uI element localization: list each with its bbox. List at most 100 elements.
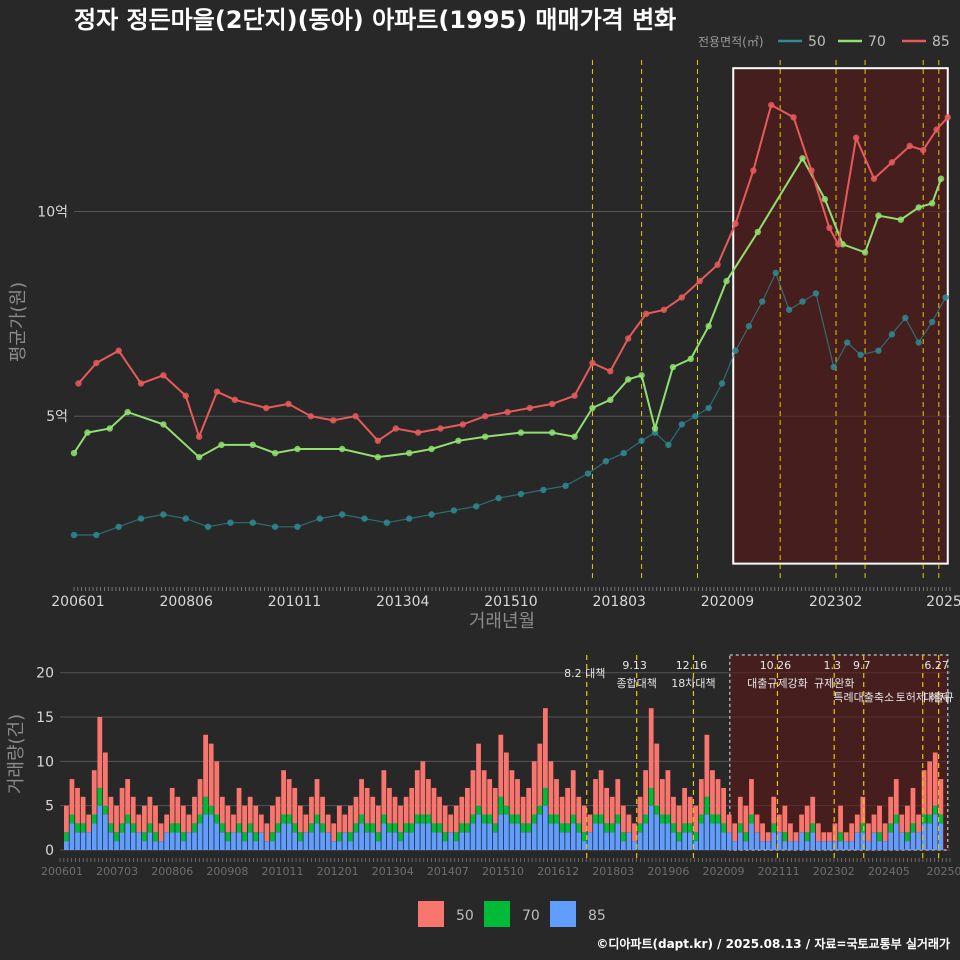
volume-bar-85 [97,805,103,850]
volume-bar-85 [609,832,615,850]
volume-bar-85 [141,841,147,850]
volume-bar-70 [398,832,403,842]
volume-bar-70 [203,796,209,815]
volume-bar-85 [270,841,275,850]
data-point-70 [249,441,256,449]
volume-bar-85 [331,841,337,850]
data-point-50 [772,269,779,277]
volume-bar-50 [665,770,671,815]
data-point-70 [875,212,882,219]
volume-bar-50 [659,779,665,815]
volume-bar-70 [420,814,426,824]
volume-bar-85 [910,832,916,850]
volume-bar-50 [721,787,726,824]
volume-bar-70 [910,823,916,833]
data-point-50 [844,339,851,346]
upper-policy-lines [591,60,940,580]
volume-bar-50 [164,814,170,833]
volume-bar-85 [253,841,259,850]
volume-bar-50 [504,752,509,806]
volume-bar-50 [141,805,147,833]
volume-bar-85 [615,823,621,850]
volume-bar-50 [643,770,649,815]
volume-bar-85 [342,832,348,850]
volume-bar-50 [932,752,938,806]
legend-label-50: 50 [808,34,826,50]
volume-bar-85 [938,823,944,850]
volume-bar-50 [637,796,643,824]
volume-bar-85 [687,832,693,850]
data-point-50 [93,531,100,539]
volume-bar-85 [693,841,699,850]
volume-bar-85 [893,823,899,850]
volume-bar-85 [849,841,855,850]
volume-bar-70 [637,823,643,833]
volume-x-tick: 201011 [262,865,304,878]
volume-bar-50 [158,823,164,842]
data-point-50 [799,298,806,305]
volume-bar-50 [442,805,448,833]
volume-bar-70 [921,814,927,824]
volume-bar-50 [225,805,231,833]
volume-bar-85 [737,832,743,850]
bottom-legend-key-70 [484,901,510,927]
policy-name: 대출규 [923,691,953,704]
volume-bars [64,708,944,850]
data-point-70 [638,372,645,379]
volume-bar-50 [370,796,376,824]
data-point-50 [718,380,726,387]
volume-bar-70 [593,814,598,824]
volume-bar-70 [219,823,225,833]
volume-bar-70 [804,832,810,842]
data-point-50 [316,515,324,522]
volume-bar-50 [102,752,108,806]
volume-bar-50 [286,779,292,815]
data-point-70 [195,453,203,461]
volume-bar-70 [721,823,726,833]
volume-bar-50 [888,796,894,824]
volume-x-tick: 201201 [317,865,359,878]
volume-bar-70 [604,823,610,833]
volume-bar-50 [403,796,409,824]
volume-bar-50 [231,814,236,833]
volume-bar-85 [114,841,119,850]
data-point-70 [294,445,301,453]
data-point-85 [732,220,739,227]
volume-bar-50 [114,805,119,833]
policy-date: 8.2 대책 [564,667,605,680]
volume-bar-50 [782,805,788,833]
volume-bar-50 [576,796,582,824]
volume-bar-85 [570,823,576,850]
volume-bar-50 [821,832,827,842]
volume-bar-85 [565,832,571,850]
volume-bar-85 [258,832,264,850]
volume-bar-70 [208,805,214,815]
volume-bar-70 [387,823,392,833]
volume-x-tick: 201906 [647,865,689,878]
volume-bar-70 [119,823,125,833]
volume-bar-85 [487,823,493,850]
data-point-70 [218,441,225,449]
volume-bar-85 [314,823,320,850]
volume-bar-70 [108,823,114,833]
volume-bar-85 [659,823,665,850]
data-point-50 [540,486,547,494]
x-tick-label: 201011 [268,594,321,610]
volume-bar-50 [559,796,565,824]
volume-bar-70 [442,832,448,842]
data-point-70 [84,429,91,436]
volume-bar-70 [314,814,320,824]
legend-top: 전용면적(㎡) 50 70 85 [698,34,950,50]
volume-bar-50 [219,796,225,824]
data-point-50 [745,322,753,330]
lower-axes: 0 5 10 15 20 200601 200703 200806 200908 201011 20… [36,666,960,878]
volume-bar-50 [375,805,381,833]
volume-bar-50 [905,805,910,833]
y-axis-title: 평균가(원) [8,282,29,362]
x-tick-label: 202302 [809,594,862,610]
volume-bar-70 [581,832,587,842]
volume-bar-85 [231,832,236,850]
volume-bar-85 [548,823,554,850]
volume-bar-50 [108,796,114,824]
volume-bar-50 [342,814,348,833]
